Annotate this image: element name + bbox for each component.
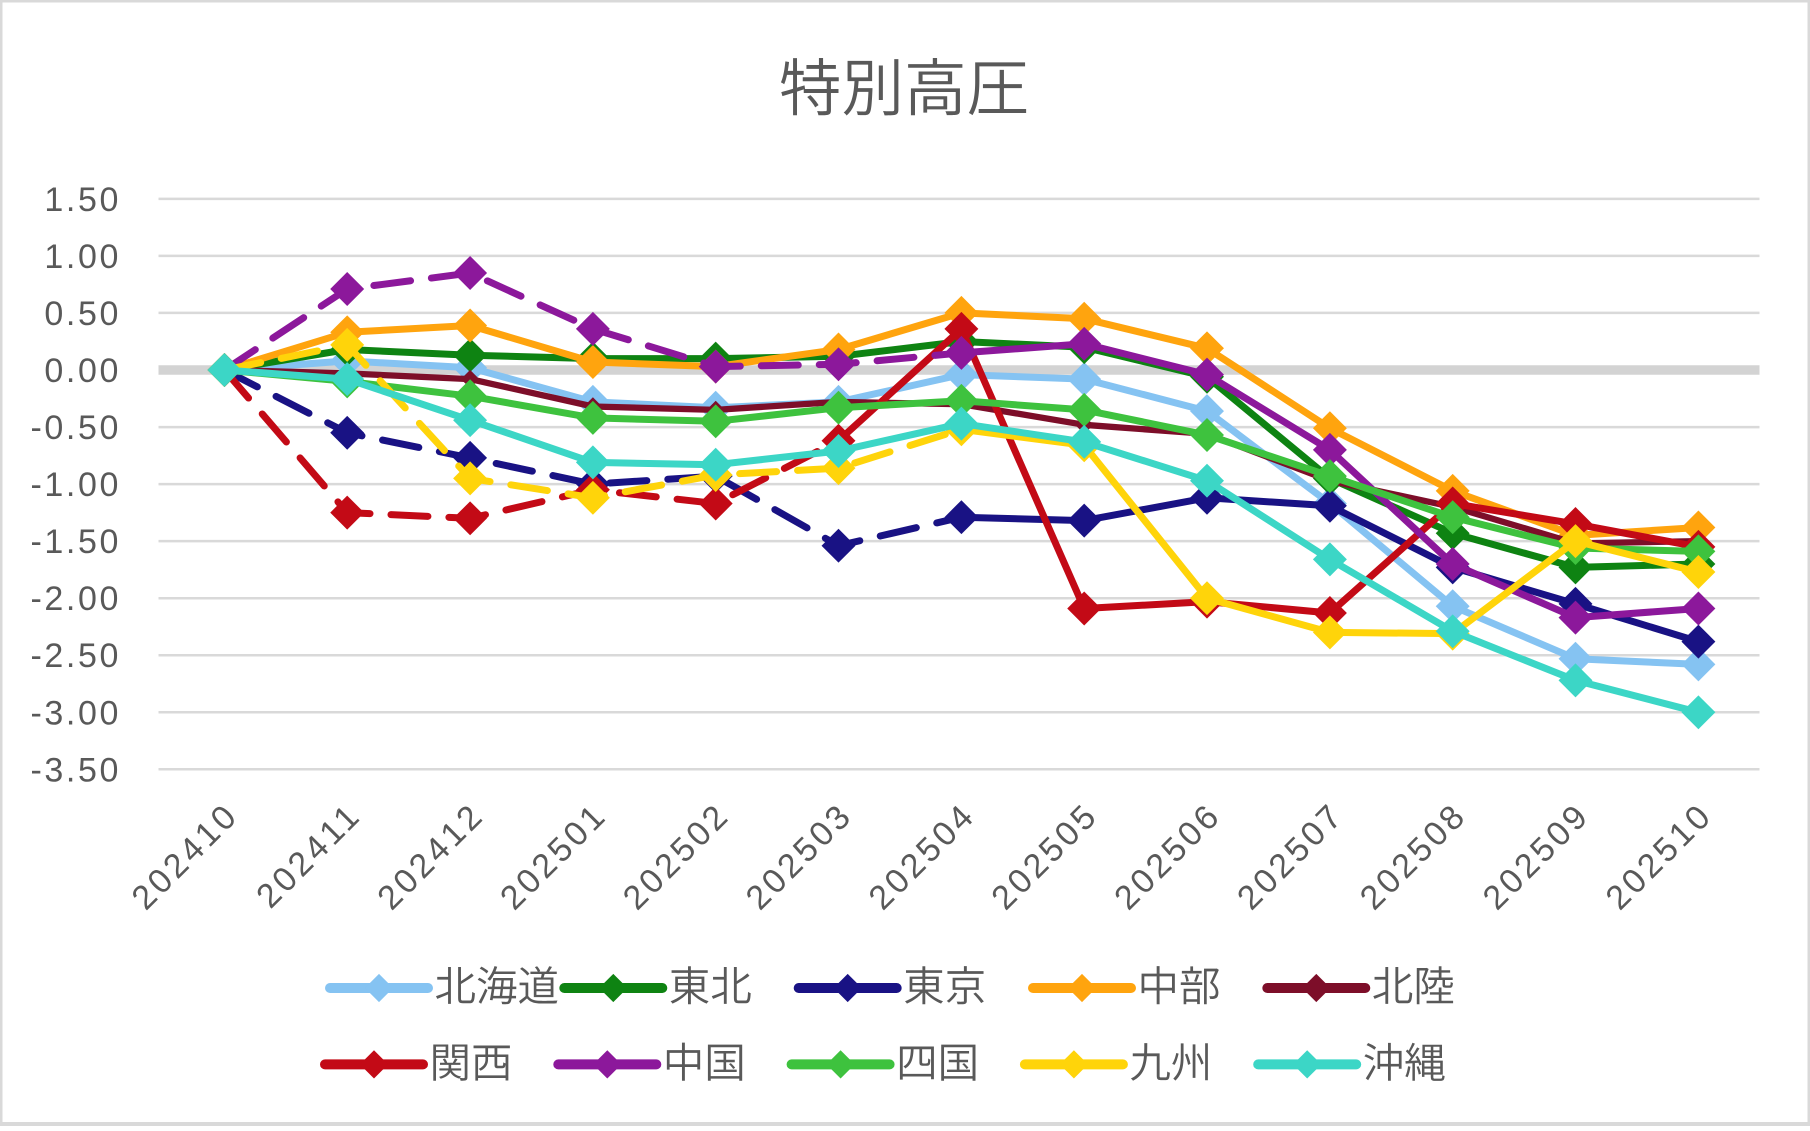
svg-text:1.00: 1.00 [44, 238, 121, 276]
svg-text:-3.00: -3.00 [31, 694, 122, 732]
svg-text:-2.00: -2.00 [31, 580, 122, 618]
svg-text:-2.50: -2.50 [31, 637, 122, 675]
svg-text:1.50: 1.50 [44, 181, 121, 219]
svg-text:-1.00: -1.00 [31, 466, 122, 504]
svg-text:0.00: 0.00 [44, 352, 121, 390]
svg-text:-1.50: -1.50 [31, 523, 122, 561]
svg-text:-3.50: -3.50 [31, 751, 122, 789]
svg-text:0.50: 0.50 [44, 295, 121, 333]
svg-text:-0.50: -0.50 [31, 409, 122, 447]
